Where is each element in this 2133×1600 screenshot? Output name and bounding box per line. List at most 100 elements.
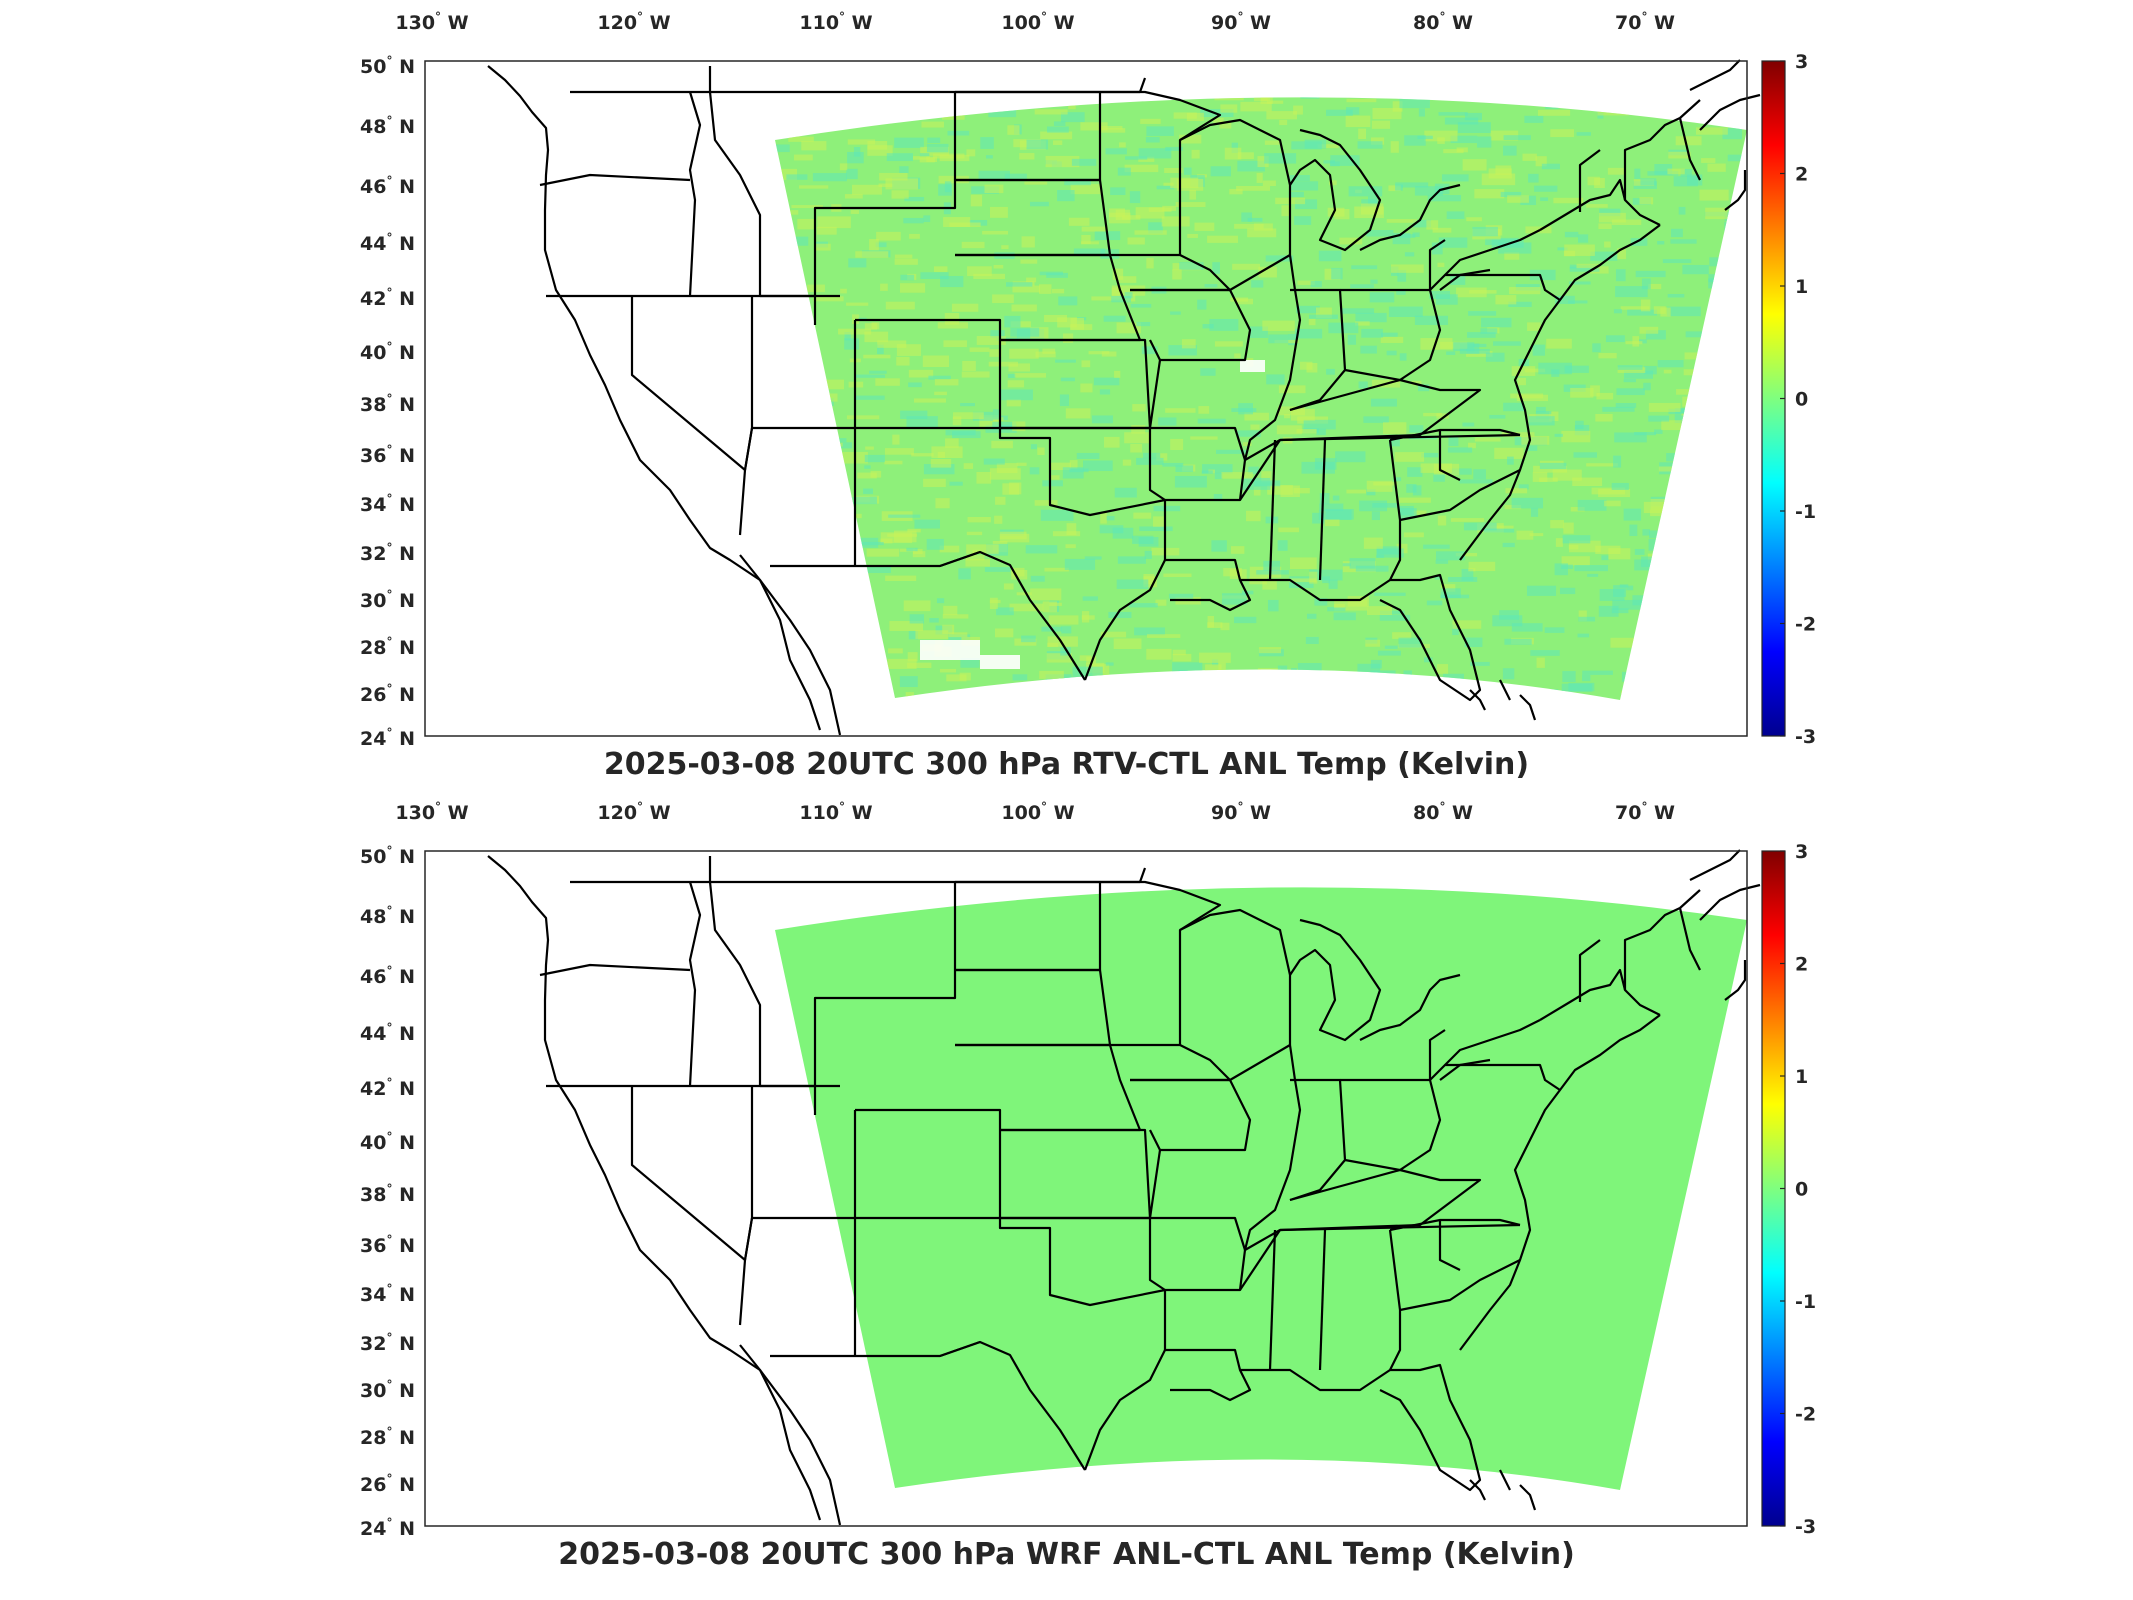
colorbar-tick-label: 2 — [1795, 164, 1808, 186]
border-line — [1165, 1348, 1252, 1402]
border-line — [1539, 968, 1661, 1021]
latitude-tick-label: 24° N — [360, 1516, 415, 1540]
latitude-tick-label: 44° N — [360, 1021, 415, 1045]
latitude-tick-label: 40° N — [360, 340, 415, 364]
border-line — [1578, 149, 1601, 212]
border-line — [998, 428, 1166, 517]
latitude-tick-label: 36° N — [360, 1233, 415, 1257]
border-line — [630, 1086, 746, 1261]
border-line — [738, 427, 754, 536]
border-line — [1359, 183, 1461, 251]
colorbar-tick-label: 1 — [1795, 1066, 1808, 1088]
latitude-tick-label: 44° N — [360, 231, 415, 255]
border-line — [1499, 1469, 1511, 1491]
border-line — [1379, 1363, 1482, 1492]
map-title: 2025-03-08 20UTC 300 hPa RTV-CTL ANL Tem… — [603, 747, 1530, 782]
latitude-tick-label: 34° N — [360, 1282, 415, 1306]
border-line — [739, 1344, 822, 1521]
border-line — [1519, 694, 1537, 721]
map-frame — [424, 850, 1748, 1527]
colorbar-tick-label: -3 — [1795, 1516, 1816, 1538]
border-line — [708, 881, 762, 1086]
border-line — [1130, 288, 1252, 362]
latitude-tick-label: 34° N — [360, 492, 415, 516]
longitude-tick-label: 90° W — [1211, 800, 1271, 824]
border-line — [1459, 1014, 1661, 1351]
border-line — [1359, 973, 1461, 1041]
border-line — [739, 554, 822, 731]
longitude-tick-label: 110° W — [799, 800, 872, 824]
border-line — [1399, 1259, 1521, 1312]
border-line — [1539, 178, 1661, 231]
longitude-tick-label: 110° W — [799, 10, 872, 34]
border-line — [1130, 1078, 1252, 1152]
border-line — [1289, 918, 1382, 1042]
border-line — [1000, 1216, 1167, 1350]
latitude-tick-label: 42° N — [360, 286, 415, 310]
border-line — [1429, 273, 1561, 301]
colorbar-tick-label: -3 — [1795, 726, 1816, 748]
border-line — [1179, 118, 1292, 255]
border-line — [1428, 1029, 1446, 1080]
border-line — [1389, 1218, 1521, 1232]
border-line — [1379, 573, 1482, 702]
longitude-tick-label: 120° W — [597, 800, 670, 824]
border-line — [1268, 1229, 1277, 1371]
border-line — [1318, 1229, 1327, 1371]
latitude-tick-label: 26° N — [360, 682, 415, 706]
border-line — [760, 92, 957, 298]
colorbar-tick-label: 0 — [1795, 1179, 1808, 1201]
border-line — [1444, 229, 1541, 276]
border-line — [1100, 90, 1222, 255]
border-line — [1279, 1168, 1482, 1232]
border-line — [1623, 99, 1701, 200]
colorbar-tick-label: -1 — [1795, 1291, 1816, 1313]
border-line — [1438, 1220, 1461, 1271]
border-line — [688, 91, 702, 297]
longitude-tick-label: 130° W — [395, 10, 468, 34]
latitude-tick-label: 26° N — [360, 1472, 415, 1496]
border-line — [1469, 1479, 1486, 1501]
border-line — [1428, 239, 1446, 290]
border-line — [487, 855, 842, 1526]
map-title: 2025-03-08 20UTC 300 hPa WRF ANL-CTL ANL… — [558, 1537, 1575, 1572]
border-line — [1239, 1229, 1281, 1291]
latitude-tick-label: 40° N — [360, 1130, 415, 1154]
border-line — [939, 1340, 1086, 1471]
border-line — [708, 91, 762, 296]
longitude-tick-label: 100° W — [1001, 800, 1074, 824]
border-line — [1150, 426, 1247, 461]
border-line — [487, 65, 842, 736]
border-line — [1438, 430, 1461, 481]
border-line — [1240, 578, 1391, 602]
border-line — [738, 1217, 754, 1326]
latitude-tick-label: 24° N — [360, 726, 415, 750]
latitude-tick-label: 32° N — [360, 1331, 415, 1355]
latitude-tick-label: 38° N — [360, 392, 415, 416]
border-line — [1499, 679, 1511, 701]
border-line — [1229, 1043, 1302, 1251]
latitude-tick-label: 28° N — [360, 635, 415, 659]
border-line — [1689, 59, 1741, 91]
latitude-tick-label: 48° N — [360, 904, 415, 928]
border-line — [1469, 689, 1486, 711]
border-line — [688, 881, 702, 1087]
border-line — [1578, 939, 1601, 1002]
colorbar-tick-label: 2 — [1795, 954, 1808, 976]
border-line — [855, 1108, 1002, 1220]
border-line — [1444, 1019, 1541, 1066]
border-line — [1229, 253, 1302, 461]
longitude-tick-label: 130° W — [395, 800, 468, 824]
longitude-tick-label: 80° W — [1413, 10, 1473, 34]
border-line — [1318, 439, 1327, 581]
border-line — [855, 318, 1002, 430]
border-line — [1148, 359, 1162, 429]
border-line — [1150, 1216, 1247, 1251]
border-line — [1179, 908, 1292, 1045]
longitude-tick-label: 100° W — [1001, 10, 1074, 34]
border-line — [1439, 268, 1491, 291]
colorbar-tick-label: -2 — [1795, 614, 1816, 636]
border-line — [998, 1218, 1166, 1307]
border-line — [1429, 1063, 1561, 1091]
border-line — [1289, 128, 1382, 252]
